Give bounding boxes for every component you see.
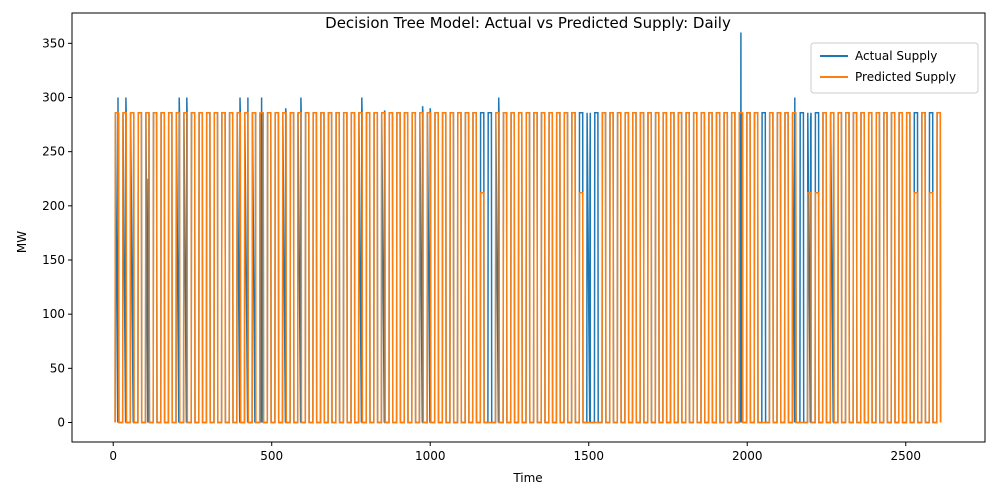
- x-tick-label: 1500: [573, 449, 604, 463]
- y-tick-label: 250: [42, 145, 65, 159]
- legend: Actual Supply Predicted Supply: [810, 42, 979, 94]
- legend-box: [810, 42, 979, 94]
- x-tick-label: 500: [260, 449, 283, 463]
- y-tick-label: 300: [42, 91, 65, 105]
- plot-area: [114, 32, 942, 424]
- y-tick-label: 0: [57, 416, 65, 430]
- plot-frame: [71, 12, 986, 443]
- chart-title: Decision Tree Model: Actual vs Predicted…: [325, 14, 731, 32]
- y-tick-label: 350: [42, 36, 65, 50]
- x-tick-label: 2000: [732, 449, 763, 463]
- x-tick-label: 0: [109, 449, 117, 463]
- y-axis-label: MW: [15, 231, 29, 253]
- predicted-supply-line: [114, 111, 942, 424]
- x-tick-label: 1000: [415, 449, 446, 463]
- x-axis-label: Time: [512, 471, 542, 485]
- x-tick-label: 2500: [890, 449, 921, 463]
- y-tick-label: 50: [50, 361, 65, 375]
- y-tick-label: 200: [42, 199, 65, 213]
- y-axis: 0 50 100 150 200 250 300 350: [42, 36, 72, 430]
- y-tick-label: 100: [42, 307, 65, 321]
- x-axis: 0 500 1000 1500 2000 2500: [109, 442, 921, 463]
- y-tick-label: 150: [42, 253, 65, 267]
- legend-label-actual: Actual Supply: [855, 49, 937, 63]
- legend-label-predicted: Predicted Supply: [855, 70, 956, 84]
